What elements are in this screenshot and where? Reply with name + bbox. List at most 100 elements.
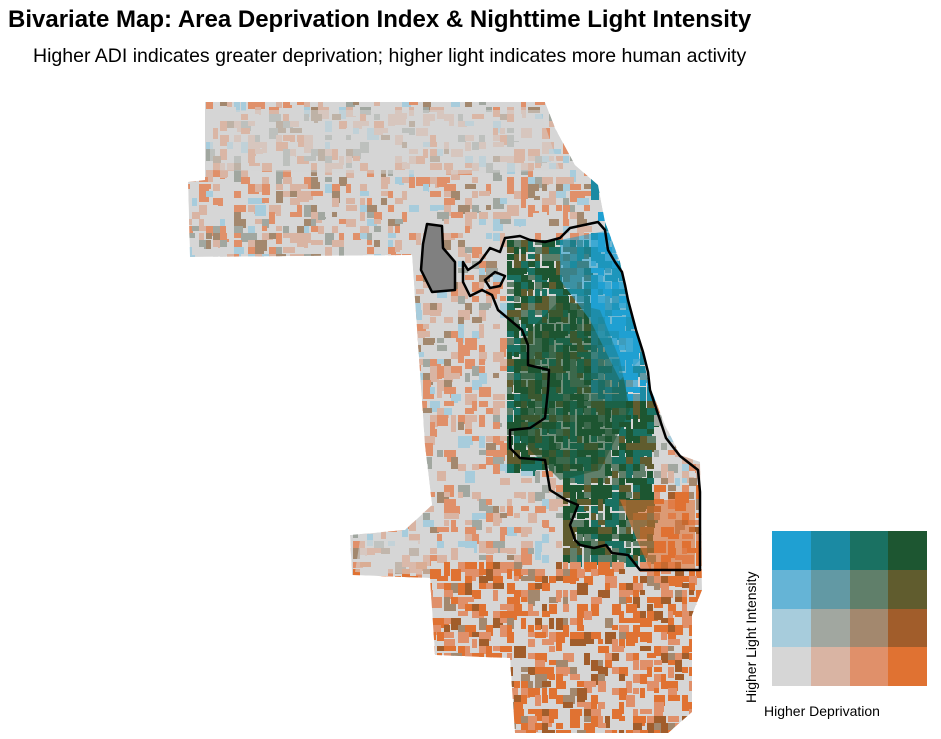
tract	[234, 478, 245, 490]
tract	[199, 513, 204, 522]
tract	[598, 492, 608, 504]
tract	[696, 674, 702, 681]
tract	[353, 597, 359, 607]
tract	[584, 653, 590, 665]
tract	[682, 135, 692, 140]
tract	[507, 457, 517, 467]
tract	[283, 520, 291, 528]
tract	[188, 527, 190, 535]
tract	[591, 660, 603, 671]
tract	[493, 569, 501, 581]
tract	[521, 226, 531, 236]
tract	[402, 422, 408, 429]
tract	[297, 240, 308, 248]
tract	[633, 478, 643, 488]
tract	[262, 352, 270, 357]
tract	[311, 527, 323, 533]
tract	[577, 632, 588, 642]
tract	[696, 128, 702, 136]
tract	[647, 170, 654, 178]
tract	[430, 527, 439, 533]
tract	[465, 604, 474, 611]
tract	[304, 317, 314, 327]
tract	[339, 352, 350, 359]
tract	[535, 233, 541, 241]
tract	[241, 366, 249, 375]
tract	[367, 212, 374, 218]
tract	[675, 730, 681, 733]
tract	[409, 408, 414, 415]
tract	[633, 688, 639, 694]
tract	[619, 639, 625, 648]
tract	[535, 247, 545, 254]
tract	[661, 569, 671, 574]
tract	[451, 443, 457, 452]
bivariate-legend	[772, 531, 927, 686]
tract	[227, 401, 234, 406]
tract	[479, 611, 488, 616]
tract	[318, 380, 327, 392]
tract	[479, 303, 489, 312]
tract	[437, 506, 448, 515]
tract	[248, 674, 259, 679]
tract	[444, 184, 456, 195]
tract	[500, 471, 505, 477]
tract	[598, 681, 606, 692]
tract	[633, 443, 645, 452]
tract	[689, 653, 699, 660]
tract	[703, 408, 714, 419]
tract	[234, 597, 240, 602]
tract	[367, 198, 372, 208]
tract	[206, 142, 213, 153]
tract	[423, 520, 434, 527]
tract	[626, 170, 635, 182]
tract	[318, 499, 328, 509]
tract	[514, 597, 520, 609]
tract	[290, 102, 296, 105]
tract	[703, 569, 710, 579]
tract	[192, 415, 198, 427]
tract	[346, 324, 353, 333]
tract	[444, 520, 449, 526]
tract	[220, 604, 226, 612]
tract	[647, 191, 653, 201]
tract	[227, 268, 232, 275]
tract	[458, 695, 465, 707]
tract	[500, 219, 511, 224]
tract	[689, 667, 696, 676]
tract	[290, 548, 302, 556]
tract	[696, 102, 701, 109]
tract	[577, 513, 585, 519]
tract	[542, 240, 552, 250]
tract	[640, 324, 649, 332]
tract	[661, 387, 672, 394]
tract	[188, 247, 195, 259]
tract	[374, 534, 379, 543]
tract	[255, 660, 260, 667]
tract	[409, 373, 420, 383]
tract	[248, 569, 258, 576]
tract	[325, 394, 331, 400]
tract	[360, 352, 368, 360]
tract	[591, 184, 598, 192]
tract	[188, 310, 191, 321]
tract	[444, 317, 453, 323]
tract	[675, 653, 682, 663]
tract	[388, 639, 398, 649]
tract	[255, 394, 265, 403]
tract	[703, 471, 708, 478]
tract	[703, 135, 710, 146]
tract	[605, 520, 616, 528]
tract	[360, 324, 366, 329]
tract	[577, 212, 584, 222]
tract	[188, 709, 190, 718]
tract	[633, 408, 642, 419]
tract	[612, 520, 623, 525]
tract	[647, 464, 654, 469]
tract	[332, 457, 343, 463]
tract	[682, 177, 687, 183]
tract	[486, 555, 497, 565]
tract	[612, 667, 623, 674]
tract	[297, 625, 306, 633]
tract	[353, 625, 360, 637]
